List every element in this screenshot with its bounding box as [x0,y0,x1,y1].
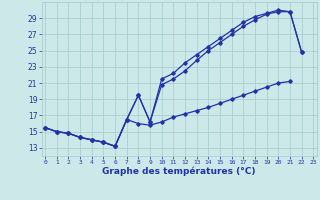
X-axis label: Graphe des températures (°C): Graphe des températures (°C) [102,167,256,176]
